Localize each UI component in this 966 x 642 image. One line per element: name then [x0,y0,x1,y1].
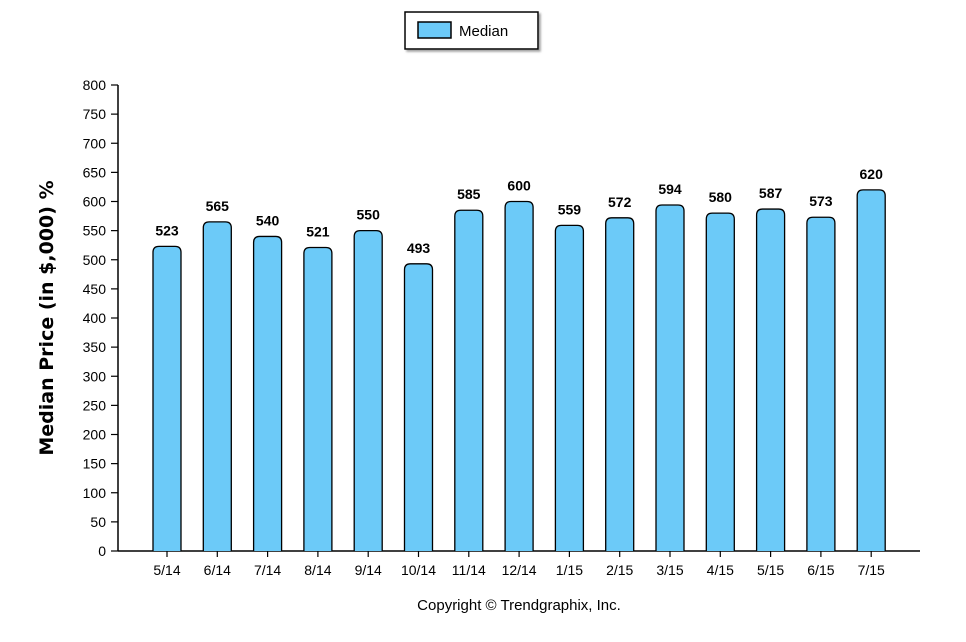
y-tick-label: 750 [83,106,107,122]
y-tick-label: 100 [83,485,107,501]
y-tick-label: 250 [83,397,107,413]
data-label: 620 [860,166,884,182]
bar [202,221,232,551]
x-tick-label: 4/15 [707,562,734,578]
x-tick-label: 1/15 [556,562,583,578]
bar [252,235,283,551]
y-axis: 0 50 100 150 200 250 300 350 400 450 500 550 600 650 7… [83,77,119,559]
data-label: 540 [256,212,280,228]
y-tick-label: 700 [83,135,107,151]
data-label: 523 [155,222,179,238]
y-tick-label: 350 [83,339,107,355]
y-tick-label: 50 [90,514,106,530]
data-label: 559 [558,201,582,217]
x-tick-label: 7/14 [254,562,281,578]
data-labels: 523 565 540 521 550 493 585 600 559 572 594 580 587 5… [155,166,883,256]
bar [403,263,434,551]
y-tick-label: 650 [83,164,107,180]
bar [504,200,534,551]
y-tick-label: 150 [83,456,107,472]
x-tick-label: 11/14 [452,562,486,578]
x-tick-label: 3/15 [656,562,683,578]
bar [554,224,585,551]
x-tick-label: 12/14 [502,562,537,578]
y-tick-label: 550 [83,223,107,239]
x-axis: 5/14 6/14 7/14 8/14 9/14 10/14 11/14 12/14 1/15 2… [118,550,920,578]
bars [152,189,886,551]
data-label: 572 [608,194,632,210]
x-tick-label: 6/15 [807,562,834,578]
y-tick-label: 200 [83,427,107,443]
data-label: 550 [357,207,381,223]
x-tick-label: 8/14 [304,562,331,578]
data-label: 565 [206,198,230,214]
bar [152,245,182,551]
x-tick-label: 10/14 [401,562,436,578]
data-label: 580 [709,189,733,205]
data-label: 594 [658,181,682,197]
x-tick-label: 2/15 [606,562,633,578]
y-tick-label: 500 [83,252,107,268]
bar [856,189,886,551]
bar [454,209,484,551]
bar [353,229,383,551]
bar [806,216,836,551]
y-tick-label: 0 [98,543,106,559]
bar [755,208,786,551]
legend: Median [404,11,539,50]
data-label: 573 [809,193,833,209]
data-label: 521 [306,224,330,240]
x-tick-label: 9/14 [355,562,382,578]
data-label: 585 [457,186,481,202]
x-tick-label: 6/14 [204,562,231,578]
x-tick-label: 5/15 [757,562,784,578]
x-tick-label: 7/15 [858,562,885,578]
copyright-text: Copyright © Trendgraphix, Inc. [417,597,621,614]
y-tick-label: 400 [83,310,107,326]
y-tick-label: 450 [83,281,107,297]
y-tick-label: 600 [83,194,107,210]
y-tick-label: 800 [83,77,107,93]
bar [303,246,333,551]
data-label: 493 [407,240,431,256]
data-label: 587 [759,185,783,201]
legend-label-median: Median [459,23,508,40]
bar [705,212,735,551]
legend-swatch [417,21,452,39]
x-tick-label: 5/14 [153,562,180,578]
y-axis-label: Median Price (in $,000) % [36,180,58,455]
y-tick-label: 300 [83,368,107,384]
bar [655,204,685,551]
bar [605,217,635,551]
data-label: 600 [507,178,531,194]
